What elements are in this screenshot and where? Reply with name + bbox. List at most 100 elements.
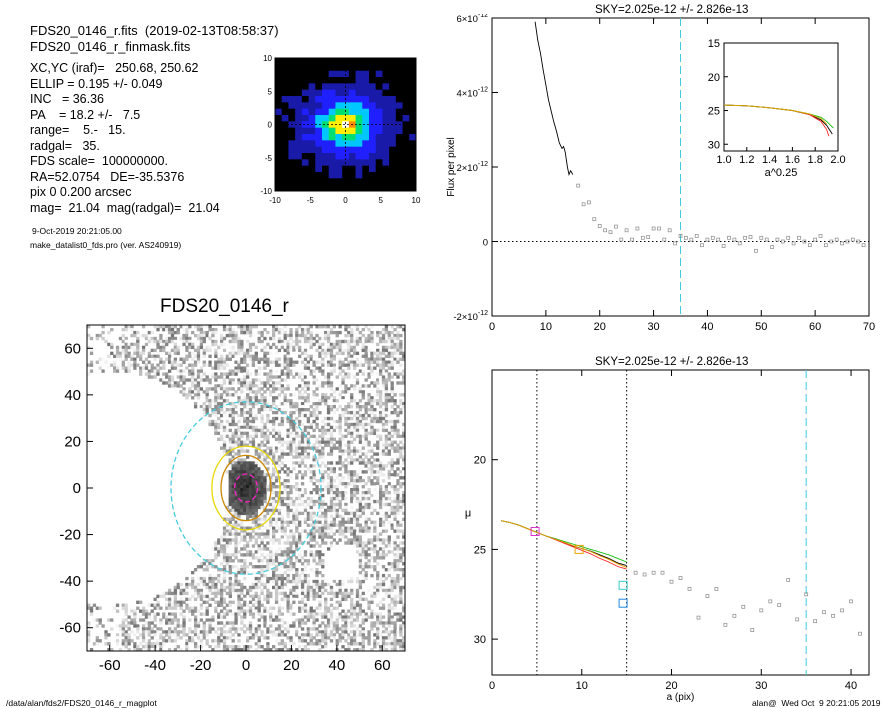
pixel [263,422,267,427]
pixel [274,520,279,524]
pixel [358,485,363,489]
x-tick-label: -5 [307,196,315,205]
pixel [254,354,258,358]
pixel [159,642,163,646]
heatmap-cell [322,115,330,122]
pixel [179,603,183,607]
pixel [332,636,337,640]
pixel [231,333,235,338]
pixel [341,594,345,599]
pixel [159,333,163,338]
pixel [329,437,334,441]
pixel [373,529,377,533]
pixel [205,633,209,637]
pixel [303,488,308,492]
pixel [251,520,256,524]
pixel [208,422,212,427]
pixel [338,588,342,593]
pixel [159,645,163,649]
pixel [141,606,146,610]
pixel [228,576,232,581]
pixel [222,357,227,361]
pixel [350,416,354,421]
pixel [217,402,221,406]
pixel [376,573,380,578]
pixel [225,357,230,361]
pixel [173,342,178,347]
heatmap-cell [301,77,310,84]
pixel [300,568,305,572]
pixel [295,455,299,459]
pixel [295,526,299,530]
pixel [341,351,345,356]
pixel [228,633,232,637]
pixel [326,325,331,329]
pixel [240,547,244,551]
pixel [248,479,253,483]
pixel [350,333,354,338]
pixel [144,333,149,338]
pixel [286,541,290,545]
pixel [219,600,224,604]
pixel [251,570,256,575]
pixel [240,488,244,492]
pixel [326,618,331,622]
pixel [289,327,293,332]
pixel [367,496,371,501]
pixel [211,579,215,584]
pixel [228,627,232,631]
heatmap-cell [382,83,390,91]
pixel [309,535,313,539]
pixel [257,464,261,468]
pixel [254,390,258,394]
pixel [225,327,230,332]
pixel [364,431,368,436]
heatmap-cell [348,127,357,135]
pixel [272,342,276,347]
pixel [228,458,232,462]
pixel [185,333,189,338]
pixel [257,624,261,628]
pixel [277,639,282,643]
pixel [240,348,244,353]
pixel [196,360,201,364]
pixel [234,612,238,616]
pixel [324,485,328,489]
pixel [246,372,250,376]
pixel [318,529,322,533]
pixel [188,336,192,341]
pixel [240,526,244,530]
pixel [332,363,337,367]
heatmap-cell [395,89,404,97]
pixel [381,351,386,356]
pixel [127,615,131,619]
pixel [312,511,316,516]
pixel [92,642,97,646]
pixel [370,464,374,468]
pixel [361,333,365,338]
pixel [384,630,389,634]
pixel [266,437,270,441]
pixel [219,562,224,566]
pixel [130,342,134,347]
pixel [167,369,172,373]
pixel [237,452,241,456]
pixel [329,493,334,498]
pixel [315,490,319,495]
pixel [361,327,365,332]
pixel [188,387,192,391]
pixel [272,559,276,563]
pixel [292,351,296,356]
pixel [338,490,342,495]
pixel [228,630,232,634]
pixel [326,363,331,367]
pixel [269,425,273,430]
heatmap-cell [301,165,310,173]
pixel [332,582,337,587]
pixel [332,633,337,637]
pixel [182,381,186,385]
pixel [338,345,342,350]
pixel [352,488,357,492]
pixel [306,562,310,566]
pixel [266,630,270,634]
